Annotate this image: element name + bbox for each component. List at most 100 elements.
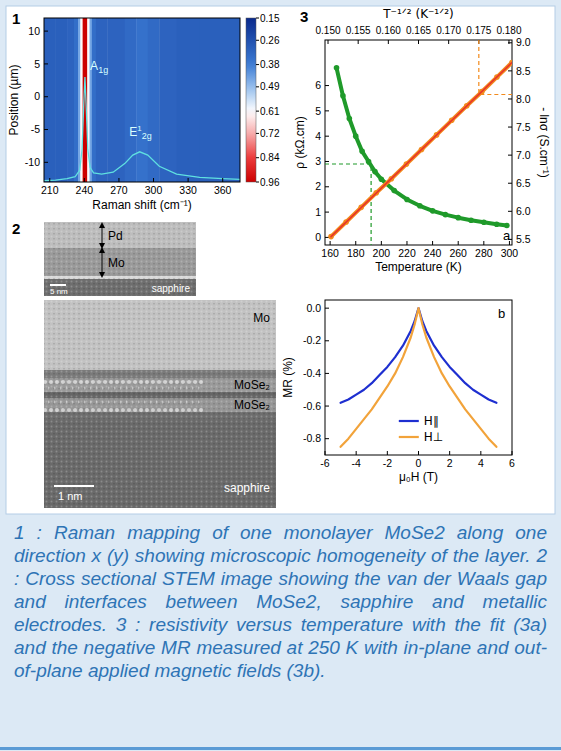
tick-label: 300 [501, 247, 519, 259]
tick-label: 0.175 [466, 25, 491, 36]
tick [325, 212, 329, 213]
tick-label: -4 [351, 457, 360, 469]
tick [44, 31, 48, 32]
caption: 1 : Raman mapping of one monolayer MoSe2… [14, 521, 547, 682]
tick [325, 161, 329, 162]
marker [455, 215, 461, 221]
figure-background [6, 6, 555, 514]
tick [448, 40, 449, 44]
series-line [341, 308, 497, 403]
heatmap-cell [136, 18, 148, 182]
stem-atoms [44, 398, 204, 412]
tick-label: 6.5 [516, 177, 531, 189]
marker [494, 221, 500, 227]
marker [372, 169, 378, 175]
stem-label: Pd [108, 229, 123, 243]
plot-frame [325, 40, 512, 245]
tick-label: 6 [509, 457, 515, 469]
line-chart: 16018020022024026028030001234560.1500.15… [293, 7, 551, 274]
tick-label: 160 [321, 247, 339, 259]
marker [391, 188, 397, 194]
tick-label: 8.5 [516, 65, 531, 77]
colorbar-label: 0.72 [260, 128, 280, 139]
tick-label: 6 [315, 79, 321, 91]
tick [325, 110, 329, 111]
tick [49, 178, 50, 182]
heatmap-panel: 210240270300330360-10-50510Raman shift (… [7, 13, 280, 213]
tick [458, 241, 459, 245]
tick-label: 280 [475, 247, 493, 259]
tick-label: -0.2 [303, 334, 321, 346]
tick [44, 162, 48, 163]
colorbar-label: 0.49 [260, 81, 280, 92]
colorbar-tick [256, 133, 259, 134]
stem-label: sapphire [152, 283, 191, 294]
marker [443, 212, 449, 218]
peak-label: E12g [129, 124, 151, 141]
tick-label: -0.6 [303, 400, 321, 412]
panel-label: 2 [12, 220, 20, 237]
stem-band [44, 398, 276, 412]
colorbar-label: 0.84 [260, 152, 280, 163]
tick-label: 8.0 [516, 93, 531, 105]
heatmap-cell [177, 18, 200, 182]
heatmap-cell [159, 18, 177, 182]
scale-bar [54, 485, 94, 487]
tick [44, 96, 48, 97]
tick [358, 40, 359, 44]
tick-label: 9.0 [516, 36, 531, 48]
heatmap-cell [78, 18, 81, 182]
tick-label: -2 [383, 457, 392, 469]
colorbar-label: 0.15 [260, 13, 280, 24]
tick-label: 210 [41, 184, 59, 196]
colorbar-tick [256, 111, 259, 112]
legend-swatch [399, 436, 419, 438]
colorbar-tick [256, 40, 259, 41]
tick-label: 2 [447, 457, 453, 469]
tick-label: 2 [315, 180, 321, 192]
tick-label: -0.4 [303, 367, 321, 379]
panel-label: 3 [300, 8, 308, 25]
stem-texture [44, 222, 196, 296]
series-line [341, 308, 497, 447]
tick-label: 5 [34, 58, 40, 70]
tick-label: 1 [315, 206, 321, 218]
tick-label: 240 [424, 247, 442, 259]
tick [325, 308, 329, 309]
colorbar-label: 0.96 [260, 177, 280, 188]
colorbar-label: 0.61 [260, 106, 280, 117]
stem-label: Mo [108, 256, 125, 270]
tick-label: 180 [347, 247, 365, 259]
stem-label: Mo [253, 311, 270, 325]
spectrum-line [44, 77, 240, 181]
marker [340, 93, 346, 99]
tick-label: 270 [110, 184, 128, 196]
tick [330, 241, 331, 245]
label-sub: 2g [142, 131, 152, 141]
tick [432, 241, 433, 245]
axis-title: Raman shift (cm⁻¹) [92, 198, 191, 212]
marker [347, 116, 353, 122]
tick [325, 186, 329, 187]
axis-title: - lnσ (S.cm⁻¹) [537, 107, 551, 178]
tick [325, 136, 329, 137]
tick-label: 7.5 [516, 121, 531, 133]
scale-bar [50, 284, 66, 286]
heatmap-cell [200, 18, 240, 182]
heatmap-cell [107, 18, 125, 182]
tick [449, 451, 450, 455]
panel-letter: b [498, 306, 505, 321]
heatmap-cell [90, 18, 93, 182]
heatmap-cell [96, 18, 108, 182]
tick-label: 260 [449, 247, 467, 259]
marker [481, 219, 487, 225]
tick-label: 4 [315, 130, 321, 142]
tick-label: 0 [315, 231, 321, 243]
tick [508, 42, 512, 43]
tick-label: -0.8 [303, 432, 321, 444]
tick-label: 220 [398, 247, 416, 259]
tick [355, 241, 356, 245]
tick [508, 155, 512, 156]
colorbar-label: 0.38 [260, 59, 280, 70]
series-line [331, 62, 512, 236]
